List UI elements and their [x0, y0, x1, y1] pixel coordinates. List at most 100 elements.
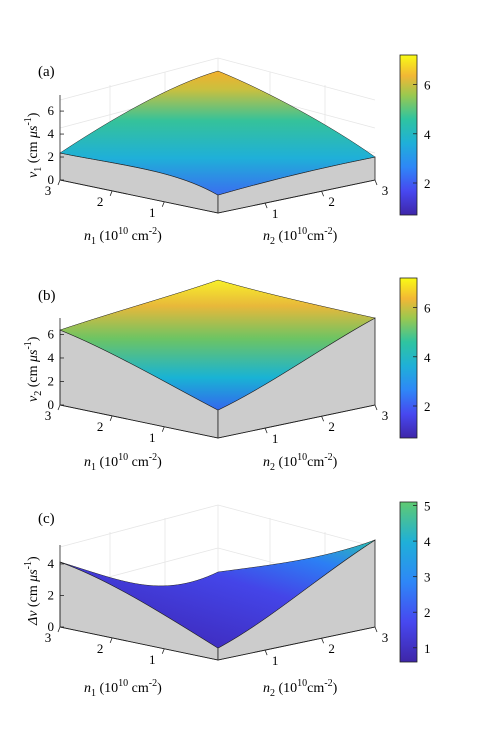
zlabel-subscript: 1 [33, 167, 44, 172]
panel-a-n1-label: n1 (1010 cm-2) [84, 226, 162, 247]
n1-tick-label: 1 [149, 652, 156, 667]
axis-unit-cm: cm [128, 455, 149, 470]
n2-tick-mark [264, 649, 268, 656]
n1-tick-label: 3 [45, 630, 52, 645]
zlabel-superscript: -1 [23, 341, 34, 349]
z-tick-label: 6 [48, 326, 55, 341]
zlabel-superscript: -1 [23, 117, 34, 125]
n2-tick-label: 1 [272, 206, 279, 221]
panel-a-surface [59, 70, 376, 196]
panel-b-n1-label: n1 (1010 cm-2) [84, 452, 162, 473]
n1-tick-mark [109, 637, 113, 644]
n2-tick-mark [321, 638, 324, 644]
n1-tick-mark [161, 426, 165, 432]
n1-tick-label: 3 [45, 408, 52, 423]
panel-c-surface [59, 539, 376, 649]
axis-unit: (10 [275, 455, 297, 470]
z-tick-label: 4 [48, 126, 55, 141]
axis-unit: (10 [96, 681, 118, 696]
n2-tick-mark [374, 404, 378, 411]
panel-a-zlabel: v1 (cm μs-1) [23, 112, 44, 178]
axis-subscript: 1 [91, 688, 96, 699]
panel-c-n1-ticks: 3 2 1 [45, 626, 165, 667]
axis-symbol: n [84, 455, 91, 470]
panel-a-n2-label: n2 (1010cm-2) [263, 226, 338, 247]
panel-a-colorbar-ticks: 2 4 6 [413, 78, 431, 191]
n1-tick-mark [109, 415, 113, 422]
n2-tick-mark [321, 191, 324, 197]
panel-b-n1-ticks: 3 2 1 [45, 404, 165, 445]
panel-b-label: (b) [38, 288, 56, 304]
panel-a-colorbar [399, 54, 418, 216]
axis-close: ) [333, 681, 338, 696]
axis-superscript: 10 [118, 226, 128, 237]
panel-c: 024 321 123 (c) Δv (cm μs-1) n1 (1010 cm… [23, 499, 431, 699]
panel-b-surface [59, 279, 376, 411]
z-tick-label: 2 [48, 149, 55, 164]
zlabel-mu: μ [26, 575, 41, 583]
colorbar-tick-label: 3 [424, 570, 431, 585]
n2-tick-mark [321, 416, 324, 422]
panel-c-colorbar [399, 501, 418, 663]
n1-tick-label: 2 [97, 194, 104, 209]
axis-superscript-2: -2 [324, 226, 332, 237]
axis-close: ) [157, 681, 162, 696]
z-tick-label: 6 [48, 103, 55, 118]
z-tick-label: 0 [48, 172, 55, 187]
n1-tick-mark [57, 404, 61, 411]
n1-tick-label: 2 [97, 419, 104, 434]
n1-tick-mark [57, 179, 61, 186]
n1-tick-label: 1 [149, 430, 156, 445]
axis-superscript: 10 [297, 452, 307, 463]
z-tick-label: 2 [48, 587, 55, 602]
z-tick-label: 0 [48, 619, 55, 634]
n2-tick-label: 2 [328, 641, 335, 656]
n2-tick-label: 2 [328, 194, 335, 209]
axis-subscript: 1 [91, 462, 96, 473]
axis-unit-cm: cm [307, 455, 324, 470]
axis-superscript-2: -2 [149, 678, 157, 689]
zlabel-mu: μ [26, 131, 41, 139]
panel-a-n1-ticks: 3 2 1 [45, 179, 165, 220]
zlabel-unit: (cm [26, 582, 41, 611]
z-tick-label: 4 [48, 556, 55, 571]
axis-superscript-2: -2 [324, 452, 332, 463]
zlabel-mu: μ [26, 355, 41, 363]
n1-tick-label: 2 [97, 641, 104, 656]
zlabel-unit: (cm [26, 138, 41, 167]
zlabel-unit: (cm [26, 362, 41, 391]
axis-superscript: 10 [118, 452, 128, 463]
axis-unit: (10 [275, 681, 297, 696]
axis-symbol: n [263, 681, 270, 696]
colorbar-tick-label: 2 [424, 176, 431, 191]
panel-b-colorbar [399, 277, 418, 439]
axis-superscript: 10 [297, 678, 307, 689]
n1-tick-label: 3 [45, 183, 52, 198]
zlabel-close: ) [26, 556, 41, 561]
axis-superscript-2: -2 [324, 678, 332, 689]
zlabel-symbol: v [26, 171, 41, 178]
panel-c-label: (c) [38, 511, 55, 527]
n2-tick-label: 1 [272, 653, 279, 668]
n1-tick-mark [109, 190, 113, 197]
colorbar-tick-label: 6 [424, 78, 431, 93]
n2-tick-label: 2 [328, 419, 335, 434]
z-tick-label: 2 [48, 373, 55, 388]
panel-b-n2-ticks: 1 2 3 [264, 404, 388, 446]
axis-close: ) [157, 229, 162, 244]
panel-c-n2-label: n2 (1010cm-2) [263, 678, 338, 699]
zlabel-close: ) [26, 336, 41, 341]
n2-tick-mark [264, 427, 268, 434]
n2-tick-mark [264, 202, 268, 209]
panel-c-n2-ticks: 1 2 3 [264, 626, 388, 668]
zlabel-subscript: 2 [33, 391, 44, 396]
panel-a-n2-ticks: 1 2 3 [264, 179, 389, 221]
n2-tick-label: 3 [382, 183, 389, 198]
panel-a-label: (a) [38, 64, 55, 80]
axis-subscript: 2 [270, 688, 275, 699]
zlabel-s: s [26, 349, 41, 355]
axis-close: ) [333, 229, 338, 244]
zlabel-s: s [26, 125, 41, 131]
